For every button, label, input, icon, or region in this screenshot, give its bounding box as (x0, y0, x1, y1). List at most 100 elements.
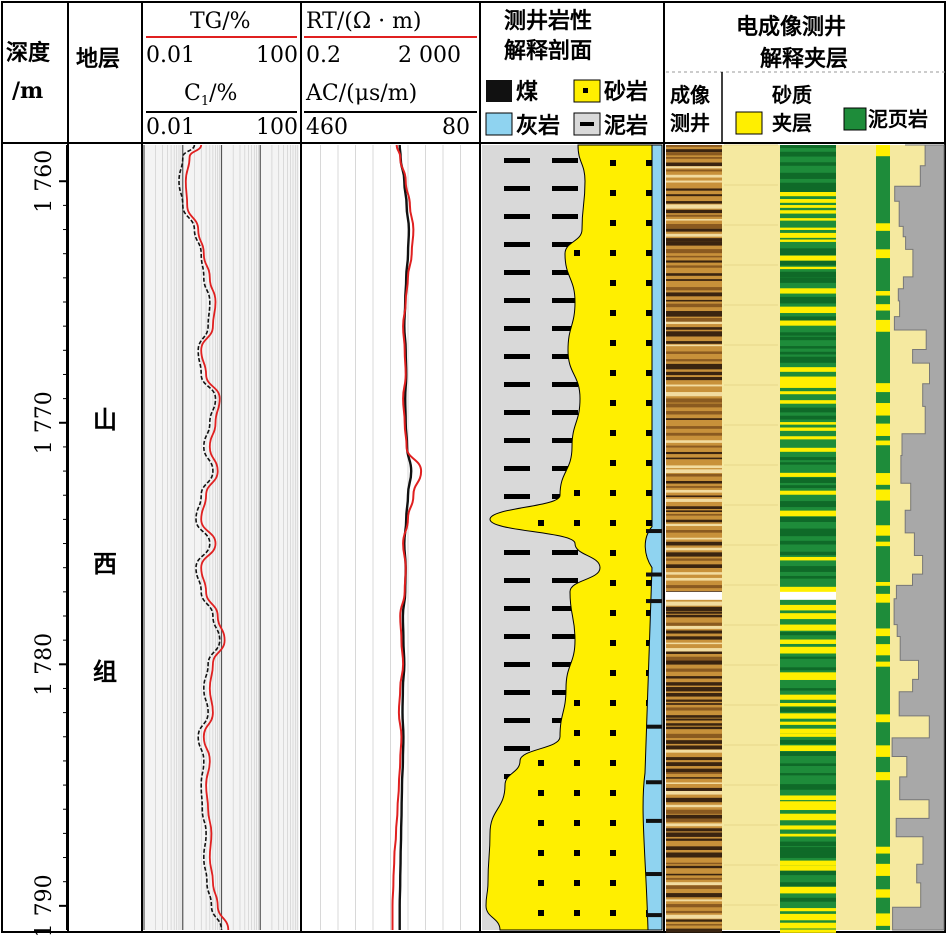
fmi-band (666, 363, 722, 369)
sand-dot (538, 760, 544, 766)
mud-dash (552, 438, 578, 443)
sand-dot (538, 880, 544, 886)
sand-dot (610, 250, 616, 256)
sandy-band (780, 882, 836, 887)
sandy-gap (780, 591, 836, 600)
fmi-band (666, 687, 722, 692)
sand-dot (574, 490, 580, 496)
fmi-band (666, 351, 722, 354)
sandy-band (780, 182, 836, 188)
fmi-band (666, 782, 722, 785)
fmi-band (666, 188, 722, 191)
fmi-band (666, 622, 722, 626)
sandy-band (780, 672, 836, 679)
shale-band (876, 541, 890, 547)
fmi-band (666, 398, 722, 403)
coal-seam (646, 599, 662, 604)
fmi-band (666, 572, 722, 575)
fmi-band (666, 585, 722, 589)
sandy-band (780, 801, 836, 808)
mud-dash (504, 410, 530, 415)
c1-min: 0.01 (146, 115, 195, 140)
lith-coal-seams (646, 529, 662, 918)
sandy-band (780, 320, 836, 326)
sandy-band (780, 551, 836, 556)
mud-dash (504, 382, 530, 387)
fmi-band (666, 367, 722, 370)
fmi-band (666, 510, 722, 512)
sandy-band (780, 346, 836, 349)
mud-dash (504, 494, 530, 499)
sand-dot (610, 880, 616, 886)
depth-tick-label: 1 760 (32, 150, 57, 213)
fmi-band (666, 552, 722, 557)
ac-label: AC/(μs/m) (305, 81, 417, 106)
depth-unit: /m (12, 78, 43, 104)
mud-dash (504, 718, 530, 723)
coal-seam (646, 872, 662, 877)
fmi-band (666, 331, 722, 336)
fmi-band (666, 445, 722, 448)
sand-dot (574, 790, 580, 796)
sand-dot (610, 610, 616, 616)
fmi-band (666, 703, 722, 705)
sandy-band (780, 288, 836, 294)
sandy-band (780, 639, 836, 644)
fmi-band (666, 334, 722, 337)
fmi-band (666, 910, 722, 914)
fmi-band (666, 814, 722, 819)
img-sub-1: 成像 (670, 83, 711, 107)
fmi-band (666, 327, 722, 330)
c1-series-line (178, 144, 223, 931)
sandy-band (780, 516, 836, 523)
sandy-band (780, 688, 836, 691)
sand-dot (610, 280, 616, 286)
sand-dot (646, 490, 652, 496)
mud-dash (504, 746, 530, 751)
sandy-band (780, 922, 836, 929)
fmi-band (666, 877, 722, 880)
fmi-band (666, 465, 722, 469)
sandy-band (780, 162, 836, 166)
fmi-band (666, 145, 722, 147)
fmi-band (666, 204, 722, 209)
fmi-band (666, 214, 722, 217)
mud-dash (552, 466, 578, 471)
rt-max: 2 000 (398, 43, 461, 68)
mud-dash (552, 382, 578, 387)
sandy-band (780, 575, 836, 579)
sandy-band (780, 376, 836, 383)
fmi-band (666, 733, 722, 738)
sand-dot (574, 850, 580, 856)
shale-band (876, 922, 890, 926)
fmi-band (666, 169, 722, 172)
sand-dot (646, 430, 652, 436)
sand-dot (538, 790, 544, 796)
sandy-band (780, 351, 836, 355)
rt-grid (320, 145, 461, 930)
fmi-band (666, 426, 722, 429)
fmi-band (666, 740, 722, 744)
shale-band (876, 913, 890, 926)
fmi-band (666, 547, 722, 551)
sandy-band (780, 367, 836, 372)
coal-seam (646, 529, 662, 534)
fmi-band (666, 260, 722, 263)
sand-dot (574, 910, 580, 916)
fmi-band (666, 292, 722, 297)
sandy-band (780, 145, 836, 149)
mud-dash (552, 354, 578, 359)
mud-dash (552, 214, 578, 219)
sandy-band (780, 728, 836, 734)
fmi-band (666, 241, 722, 246)
sandy-band (780, 751, 836, 756)
sand-dot (538, 820, 544, 826)
fmi-band (666, 317, 722, 323)
shale-band (876, 319, 890, 332)
shale-band (876, 489, 890, 501)
depth-ticks: 1 760 1 770 1 780 1 790 (32, 150, 67, 935)
c1-label-sub: 1 (201, 94, 209, 109)
sand-dot (610, 460, 616, 466)
fmi-band (666, 577, 722, 581)
